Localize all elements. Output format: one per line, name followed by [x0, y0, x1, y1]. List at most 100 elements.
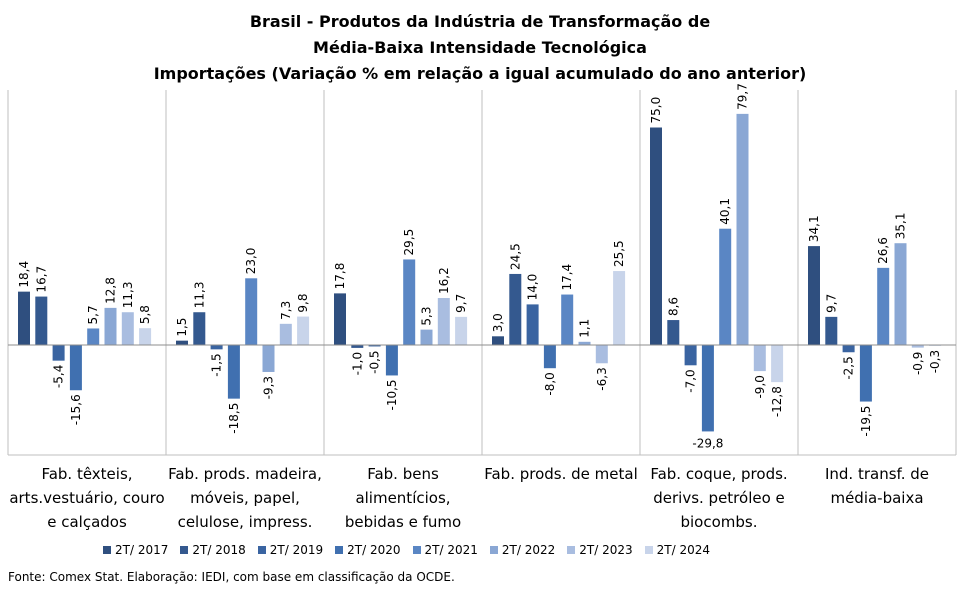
data-label: 9,7 — [454, 294, 468, 313]
bar — [210, 345, 223, 350]
data-label: 11,3 — [121, 282, 135, 309]
bar — [561, 294, 574, 345]
bar — [543, 345, 556, 369]
legend-item: 2T/ 2019 — [257, 543, 323, 557]
data-label: 1,1 — [578, 319, 592, 338]
category-label-line: móveis, papel, — [190, 489, 300, 507]
data-label: 40,1 — [718, 198, 732, 225]
bar — [87, 328, 100, 345]
data-label: 79,7 — [736, 83, 750, 110]
legend-swatch — [335, 546, 344, 554]
legend-item: 2T/ 2024 — [644, 543, 710, 557]
bar — [825, 316, 838, 345]
category-label-line: e calçados — [47, 513, 127, 531]
bar — [193, 312, 206, 345]
data-label: 5,3 — [420, 307, 434, 326]
bar — [245, 278, 258, 345]
category-label-line: bebidas e fumo — [344, 513, 462, 531]
data-label: -1,0 — [350, 352, 364, 375]
bar — [894, 243, 907, 345]
legend-swatch — [567, 546, 576, 554]
bar — [736, 113, 749, 346]
legend-item: 2T/ 2022 — [489, 543, 555, 557]
bar — [455, 316, 468, 345]
data-label: 17,4 — [560, 264, 574, 291]
data-label: 17,8 — [333, 263, 347, 290]
source-note: Fonte: Comex Stat. Elaboração: IEDI, com… — [8, 570, 455, 584]
chart-title-line: Importações (Variação % em relação a igu… — [153, 64, 807, 83]
bar — [719, 228, 732, 345]
category-label: Fab. coque, prods. derivs. petróleo e bioc… — [640, 462, 798, 534]
bar — [613, 271, 626, 345]
data-label: 16,7 — [34, 266, 48, 293]
bar — [403, 259, 416, 345]
data-label: -2,5 — [842, 356, 856, 379]
category-label-line: Fab. bens — [367, 465, 439, 483]
legend-item: 2T/ 2021 — [412, 543, 478, 557]
data-label: -5,4 — [52, 365, 66, 388]
bar — [351, 345, 364, 348]
legend-label: 2T/ 2020 — [347, 543, 401, 557]
legend-swatch — [180, 546, 189, 554]
data-label: 7,3 — [279, 301, 293, 320]
category-label: Fab. prods. madeira, móveis, papel, celulo… — [166, 462, 324, 534]
category-label-line: Fab. prods. madeira, — [168, 465, 322, 483]
data-label: 9,7 — [824, 294, 838, 313]
bar — [650, 127, 662, 345]
bar — [35, 296, 48, 345]
category-label-line: média-baixa — [830, 489, 924, 507]
bar — [18, 291, 30, 345]
bar — [753, 345, 766, 372]
data-label: -1,5 — [210, 353, 224, 376]
data-label: -18,5 — [227, 403, 241, 434]
data-label: -9,3 — [262, 376, 276, 399]
data-label: 14,0 — [526, 274, 540, 301]
data-label: 26,6 — [876, 237, 890, 264]
data-label: -12,8 — [770, 386, 784, 417]
category-label-line: biocombs. — [680, 513, 758, 531]
category-label-line: arts.vestuário, couro — [9, 489, 165, 507]
data-label: 18,4 — [17, 261, 31, 288]
category-label-line: Ind. transf. de — [824, 465, 930, 483]
data-label: -0,9 — [911, 352, 925, 375]
bar — [667, 320, 680, 345]
bar — [595, 345, 608, 364]
legend-item: 2T/ 2017 — [103, 543, 168, 557]
category-label-line: Fab. prods. de metal — [484, 465, 638, 483]
data-label: -9,0 — [753, 375, 767, 398]
bar — [69, 345, 82, 391]
data-label: 12,8 — [104, 277, 118, 304]
bar — [139, 328, 152, 345]
bar — [492, 336, 504, 345]
data-label: 29,5 — [402, 229, 416, 256]
bar — [52, 345, 65, 361]
bar — [578, 341, 591, 345]
data-label: -19,5 — [859, 406, 873, 437]
category-label: Fab. prods. de metal — [482, 462, 640, 486]
bar — [859, 345, 872, 402]
bar — [385, 345, 398, 376]
legend-swatch — [257, 546, 266, 554]
category-label: Fab. têxteis, arts.vestuário, couro e calç… — [8, 462, 166, 534]
data-label: -15,6 — [69, 394, 83, 425]
chart-title: Brasil - Produtos da Indústria de Transf… — [0, 9, 960, 87]
data-label: -29,8 — [692, 436, 723, 450]
bar — [526, 304, 539, 345]
bar — [297, 316, 310, 345]
data-label: 24,5 — [508, 243, 522, 270]
data-label: -7,0 — [684, 369, 698, 392]
bar — [279, 323, 292, 345]
bar — [176, 340, 188, 345]
bar — [227, 345, 240, 399]
legend-item: 2T/ 2018 — [180, 543, 246, 557]
legend-label: 2T/ 2024 — [656, 543, 710, 557]
bar — [437, 298, 450, 345]
legend-swatch — [489, 546, 498, 554]
category-label: Fab. bens alimentícios, bebidas e fumo — [324, 462, 482, 534]
data-label: 16,2 — [437, 267, 451, 294]
legend-item: 2T/ 2020 — [335, 543, 401, 557]
data-label: 11,3 — [192, 282, 206, 309]
bar — [262, 345, 275, 372]
data-label: -6,3 — [595, 367, 609, 390]
